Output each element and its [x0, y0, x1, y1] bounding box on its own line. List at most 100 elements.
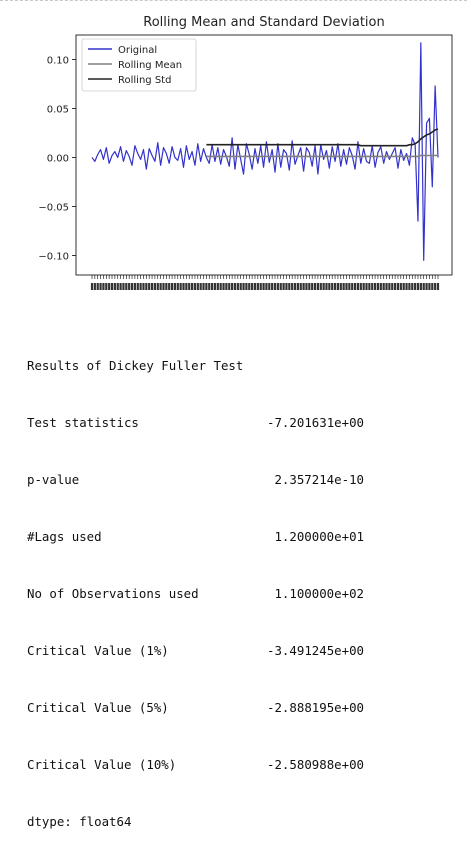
x-tick-label [308, 283, 311, 290]
x-tick-label [202, 283, 205, 290]
legend-label: Original [118, 45, 157, 56]
x-tick-label [102, 283, 105, 290]
x-tick-label [122, 283, 125, 290]
x-tick-label [353, 283, 357, 290]
x-tick-label [425, 283, 428, 290]
x-tick-label [293, 283, 297, 290]
x-tick-label [362, 283, 365, 290]
x-tick-label [210, 283, 214, 290]
x-tick-label [333, 283, 337, 290]
x-tick-label [176, 283, 179, 290]
x-tick-label [96, 283, 99, 290]
x-tick-label [271, 283, 274, 290]
x-tick-label [108, 283, 111, 290]
x-tick-label [150, 283, 154, 290]
x-tick-label [225, 283, 228, 290]
chart-title: Rolling Mean and Standard Deviation [143, 15, 384, 30]
x-tick-label [259, 283, 262, 290]
x-tick-label [436, 283, 440, 290]
x-tick-label [179, 283, 182, 290]
x-tick-label [305, 283, 308, 290]
x-tick-label [113, 283, 116, 290]
x-tick-label [342, 283, 345, 290]
result-label: Test statistics [27, 415, 139, 430]
x-tick-label [256, 283, 259, 290]
x-tick-label [345, 283, 348, 290]
x-tick-label [110, 283, 114, 290]
x-tick-label [282, 283, 285, 290]
x-tick-label [394, 283, 397, 290]
x-tick-label [199, 283, 202, 290]
result-row: No of Observations used 1.100000e+02 [27, 584, 364, 603]
x-tick-label [373, 283, 377, 290]
x-tick-label [331, 283, 334, 290]
x-tick-label [351, 283, 354, 290]
x-tick-label [325, 283, 328, 290]
x-tick-label [231, 283, 234, 290]
x-tick-label [322, 283, 325, 290]
x-tick-label [242, 283, 245, 290]
x-tick-label [382, 283, 385, 290]
x-tick-label [93, 283, 96, 290]
result-row: Critical Value (10%) -2.580988e+00 [27, 755, 364, 774]
x-tick-label [279, 283, 282, 290]
x-tick-label [385, 283, 388, 290]
x-tick-label [196, 283, 199, 290]
series-layer [91, 42, 439, 261]
x-tick-label [205, 283, 208, 290]
x-tick-label [153, 283, 157, 290]
x-tick-label [422, 283, 425, 290]
x-tick-label [273, 283, 277, 290]
x-tick-label [248, 283, 251, 290]
x-tick-label [359, 283, 362, 290]
x-tick-label [348, 283, 351, 290]
result-label: #Lags used [27, 529, 102, 544]
x-tick-label [265, 283, 268, 290]
x-tick-label [388, 283, 391, 290]
series-line-original [91, 42, 439, 261]
plot-area [75, 34, 453, 276]
result-row: p-value 2.357214e-10 [27, 470, 364, 489]
x-tick-label [328, 283, 331, 290]
x-tick-label [339, 283, 342, 290]
x-tick-label [411, 283, 414, 290]
x-tick-label [170, 283, 174, 290]
output-heading: Results of Dickey Fuller Test [27, 358, 244, 373]
x-tick-label [391, 283, 394, 290]
x-tick-label [90, 283, 94, 290]
result-label: No of Observations used [27, 586, 199, 601]
x-tick-label [142, 283, 145, 290]
x-tick-label [193, 283, 197, 290]
x-tick-label [253, 283, 257, 290]
x-tick-label [156, 283, 159, 290]
x-tick-label [419, 283, 422, 290]
x-tick-label [148, 283, 151, 290]
result-row: Critical Value (5%) -2.888195e+00 [27, 698, 364, 717]
x-tick-label [431, 283, 434, 290]
x-tick-label [276, 283, 279, 290]
cell-divider [0, 0, 467, 1]
series-line-rolling-std [206, 128, 439, 147]
legend-label: Rolling Mean [118, 60, 182, 71]
y-tick-label: −0.10 [38, 251, 69, 262]
x-tick-label [130, 283, 134, 290]
x-tick-label [313, 283, 317, 290]
y-tick-label: 0.05 [47, 104, 69, 115]
x-tick-label [105, 283, 108, 290]
legend-label: Rolling Std [118, 75, 171, 86]
legend: Original Rolling Mean Rolling Std [81, 38, 197, 92]
result-value: 1.100000e+02 [274, 586, 364, 601]
x-tick-label [213, 283, 217, 290]
x-tick-label [319, 283, 322, 290]
result-value: -2.580988e+00 [267, 757, 364, 772]
x-tick-label [190, 283, 194, 290]
x-tick-label [268, 283, 271, 290]
x-tick-label [145, 283, 148, 290]
result-label: Critical Value (5%) [27, 700, 169, 715]
y-tick-label: 0.10 [47, 55, 69, 66]
y-tick-label: 0.00 [47, 153, 69, 164]
x-tick-label [251, 283, 254, 290]
x-tick-label [399, 283, 402, 290]
x-tick-label [188, 283, 191, 290]
x-tick-label [168, 283, 171, 290]
